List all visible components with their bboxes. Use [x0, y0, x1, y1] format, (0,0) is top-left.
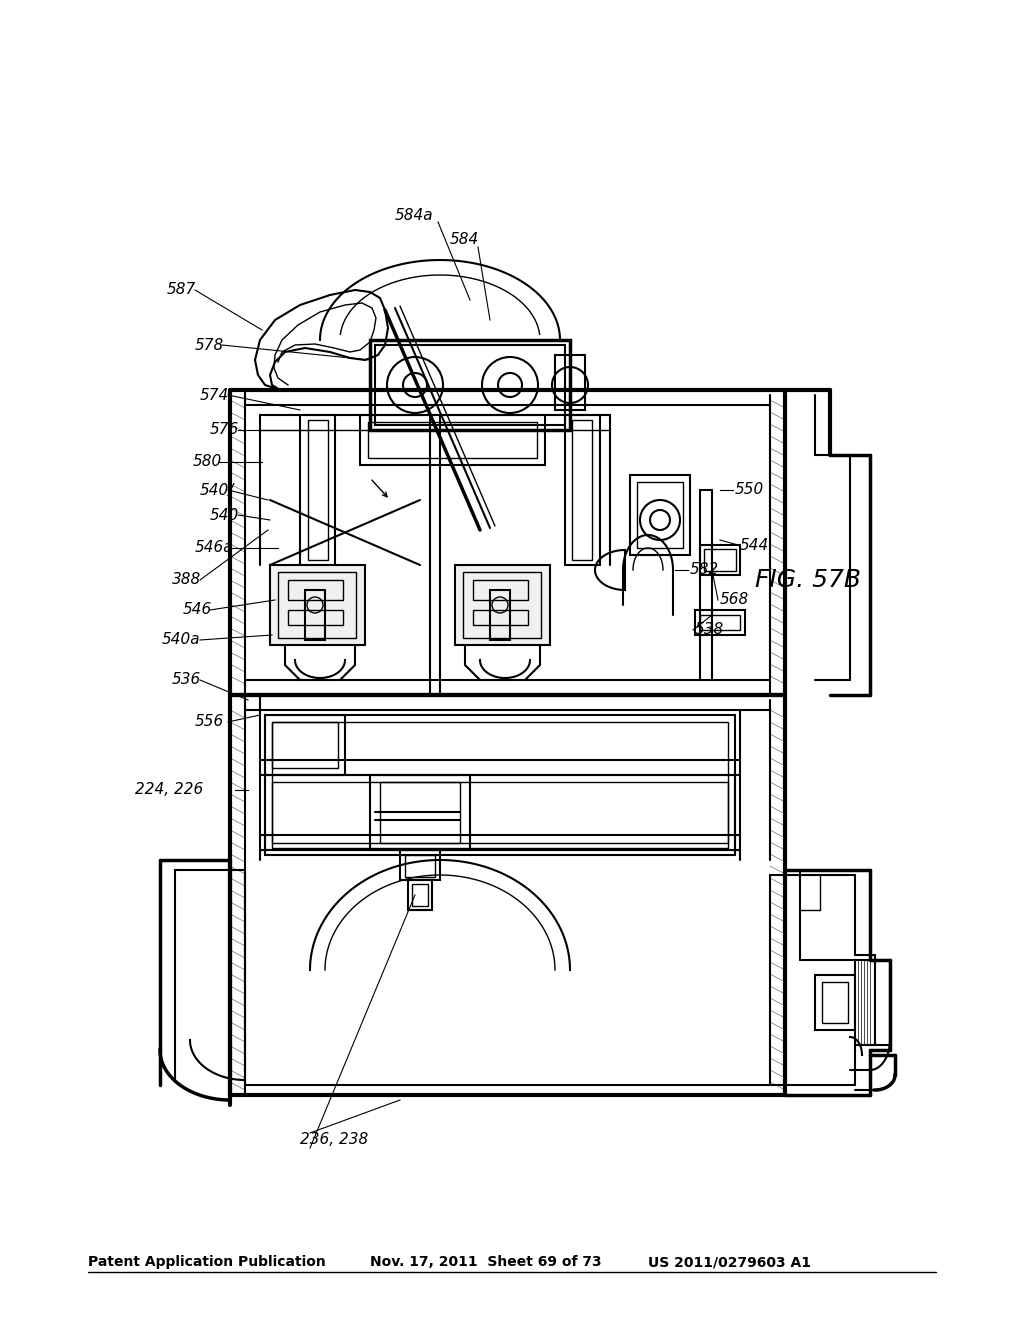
Text: 388: 388: [172, 573, 202, 587]
Text: 556: 556: [195, 714, 224, 730]
Text: US 2011/0279603 A1: US 2011/0279603 A1: [648, 1255, 811, 1269]
Text: 540: 540: [210, 507, 240, 523]
Bar: [288, 610, 343, 624]
Bar: [630, 475, 690, 554]
Text: Nov. 17, 2011  Sheet 69 of 73: Nov. 17, 2011 Sheet 69 of 73: [370, 1255, 602, 1269]
Bar: [375, 345, 565, 425]
Bar: [272, 781, 728, 843]
Text: 580: 580: [193, 454, 222, 470]
Text: 538: 538: [695, 623, 724, 638]
Bar: [705, 549, 736, 572]
Bar: [368, 422, 537, 458]
Text: 584a: 584a: [395, 207, 433, 223]
Text: 540a: 540a: [162, 632, 201, 648]
Bar: [855, 960, 890, 1045]
Text: 550: 550: [735, 483, 764, 498]
Bar: [473, 610, 528, 624]
Bar: [360, 414, 545, 465]
Text: 236, 238: 236, 238: [300, 1133, 369, 1147]
Bar: [565, 414, 600, 565]
Bar: [695, 610, 745, 635]
Bar: [265, 775, 735, 850]
Bar: [270, 565, 365, 645]
Bar: [555, 355, 585, 411]
Text: 536: 536: [172, 672, 202, 688]
Bar: [288, 579, 343, 601]
Bar: [380, 781, 460, 843]
Text: 584: 584: [450, 232, 479, 248]
Bar: [272, 722, 338, 768]
Text: 544: 544: [740, 537, 769, 553]
Bar: [822, 982, 848, 1023]
Bar: [815, 975, 855, 1030]
Bar: [700, 615, 740, 630]
Bar: [278, 572, 356, 638]
Bar: [455, 565, 550, 645]
Bar: [572, 420, 592, 560]
Text: 546: 546: [183, 602, 212, 618]
Text: 224, 226: 224, 226: [135, 783, 203, 797]
Bar: [300, 414, 335, 565]
Bar: [400, 850, 440, 880]
Bar: [308, 420, 328, 560]
Text: FIG. 57B: FIG. 57B: [755, 568, 861, 591]
Bar: [272, 722, 728, 847]
Bar: [265, 715, 735, 855]
Bar: [370, 341, 570, 430]
Text: 574: 574: [200, 388, 229, 403]
Bar: [490, 590, 510, 640]
Bar: [473, 579, 528, 601]
Bar: [406, 855, 435, 876]
Bar: [463, 572, 541, 638]
Text: Patent Application Publication: Patent Application Publication: [88, 1255, 326, 1269]
Bar: [370, 775, 470, 850]
Bar: [408, 880, 432, 909]
Text: 546a: 546a: [195, 540, 233, 556]
Bar: [700, 545, 740, 576]
Bar: [637, 482, 683, 548]
Text: 540/: 540/: [200, 483, 234, 498]
Text: 576: 576: [210, 422, 240, 437]
Bar: [412, 884, 428, 906]
Text: 578: 578: [195, 338, 224, 352]
Text: 582: 582: [690, 562, 719, 578]
Text: 568: 568: [720, 593, 750, 607]
Bar: [305, 590, 325, 640]
Text: 587: 587: [167, 282, 197, 297]
Bar: [265, 715, 345, 775]
